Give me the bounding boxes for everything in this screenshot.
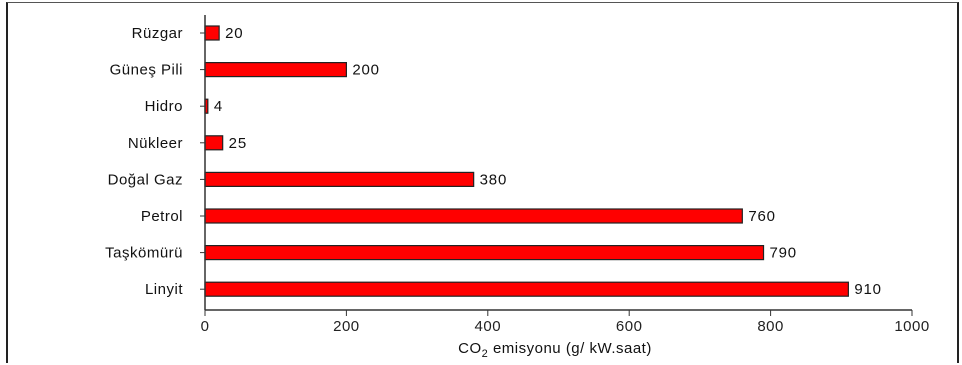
value-label-dogal-gaz: 380 [480, 171, 507, 188]
x-ticks: 0 200 400 600 800 1000 [201, 310, 930, 335]
x-tick-label-400: 400 [475, 318, 502, 335]
value-label-petrol: 760 [748, 208, 775, 225]
value-label-linyit: 910 [854, 281, 881, 298]
value-label-ruzgar: 20 [225, 25, 243, 42]
category-label-ruzgar: Rüzgar [132, 25, 183, 42]
x-axis-title-suffix: emisyonu (g/ kW.saat) [488, 340, 652, 357]
value-label-gunes-pili: 200 [352, 62, 379, 79]
x-axis-title-prefix: CO [458, 340, 482, 357]
bar-taskomuru [205, 246, 764, 260]
axes [205, 15, 912, 310]
x-tick-label-800: 800 [757, 318, 784, 335]
category-label-dogal-gaz: Doğal Gaz [108, 171, 183, 188]
category-labels: Rüzgar Güneş Pili Hidro Nükleer Doğal Gaz Pet… [105, 25, 205, 298]
category-label-nukleer: Nükleer [128, 135, 183, 152]
x-tick-label-200: 200 [333, 318, 360, 335]
x-axis-title-subscript: 2 [482, 348, 489, 360]
category-label-linyit: Linyit [145, 281, 183, 298]
bar-petrol [205, 209, 742, 223]
category-label-petrol: Petrol [141, 208, 183, 225]
x-tick-label-0: 0 [201, 318, 210, 335]
bar-linyit [205, 282, 848, 296]
value-label-nukleer: 25 [229, 135, 247, 152]
category-label-hidro: Hidro [145, 98, 183, 115]
bars [205, 26, 848, 296]
x-tick-label-600: 600 [616, 318, 643, 335]
category-label-taskomuru: Taşkömürü [105, 245, 183, 262]
bar-nukleer [205, 136, 223, 150]
value-label-taskomuru: 790 [770, 245, 797, 262]
bar-gunes-pili [205, 63, 346, 77]
category-label-gunes-pili: Güneş Pili [110, 62, 183, 79]
bar-dogal-gaz [205, 172, 474, 186]
x-axis-title: CO2 emisyonu (g/ kW.saat) [458, 340, 652, 360]
value-label-hidro: 4 [214, 98, 223, 115]
x-tick-label-1000: 1000 [894, 318, 929, 335]
bar-ruzgar [205, 26, 219, 40]
